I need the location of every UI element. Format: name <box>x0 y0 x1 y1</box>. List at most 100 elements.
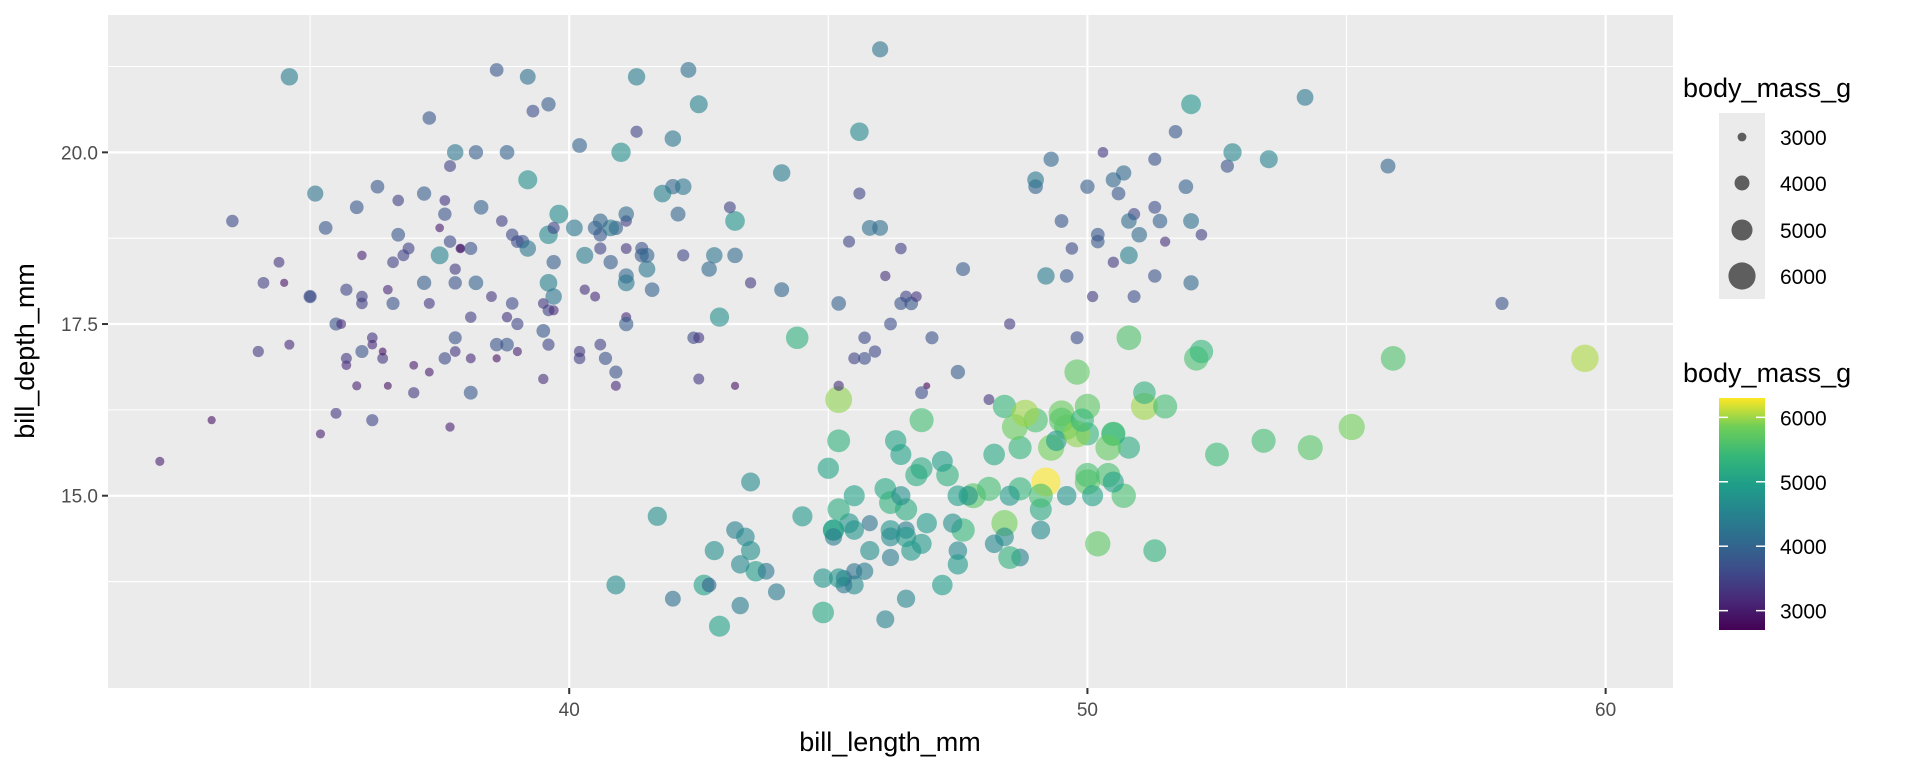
data-point <box>539 273 558 292</box>
data-point <box>592 213 608 229</box>
data-point <box>1091 234 1105 249</box>
data-point <box>627 68 646 86</box>
data-point <box>630 125 643 138</box>
data-point <box>1183 213 1199 229</box>
data-point <box>861 515 878 532</box>
data-point <box>1043 151 1059 167</box>
size-legend-label: 3000 <box>1780 127 1827 150</box>
size-legend-label: 5000 <box>1780 220 1827 243</box>
data-point <box>572 138 587 153</box>
data-point <box>689 95 708 114</box>
data-point <box>999 485 1020 506</box>
data-point <box>357 250 367 261</box>
grid-lines <box>108 15 1673 688</box>
data-point <box>349 200 364 215</box>
data-point <box>443 235 457 248</box>
data-point <box>1008 436 1032 460</box>
data-point <box>315 429 326 439</box>
data-point <box>701 577 717 593</box>
data-point <box>827 429 851 453</box>
data-point <box>1065 242 1079 255</box>
y-tick-label: 17.5 <box>61 315 98 336</box>
data-point <box>1131 226 1148 243</box>
data-point <box>546 255 561 270</box>
data-point <box>468 145 484 160</box>
data-point <box>828 568 849 588</box>
data-point <box>1121 213 1137 229</box>
data-point <box>1102 471 1124 493</box>
data-point <box>1195 228 1208 241</box>
data-point <box>1571 344 1599 373</box>
data-point <box>303 289 317 304</box>
data-point <box>858 331 871 345</box>
data-point <box>1011 399 1039 427</box>
data-point <box>355 344 369 359</box>
data-point <box>1159 236 1171 247</box>
data-point <box>1111 186 1126 201</box>
data-point <box>155 456 165 466</box>
data-point <box>536 324 551 338</box>
data-point <box>449 263 461 275</box>
data-point <box>456 244 465 253</box>
data-point <box>1028 483 1053 508</box>
data-point <box>932 574 953 596</box>
data-point <box>566 219 583 237</box>
data-point <box>448 331 462 345</box>
data-point <box>383 381 392 390</box>
data-point <box>1251 428 1276 453</box>
data-point <box>512 346 522 357</box>
size-legend-label: 6000 <box>1780 266 1827 289</box>
data-point <box>992 394 1017 419</box>
color-legend-label: 5000 <box>1780 472 1827 495</box>
data-point <box>1143 539 1167 563</box>
data-point <box>438 207 452 221</box>
data-point <box>915 386 928 400</box>
data-point <box>850 122 869 142</box>
data-point <box>1085 531 1111 557</box>
data-point <box>620 243 632 254</box>
data-point <box>378 347 387 356</box>
data-point <box>853 187 866 200</box>
data-point <box>226 214 239 228</box>
data-point <box>606 575 626 595</box>
data-point <box>257 276 270 289</box>
data-point <box>548 305 559 316</box>
data-point <box>489 337 504 352</box>
data-point <box>868 345 882 358</box>
data-point <box>423 297 435 309</box>
data-point <box>1153 394 1178 419</box>
data-point <box>825 386 853 414</box>
data-point <box>1046 430 1067 452</box>
data-point <box>706 247 723 264</box>
data-point <box>422 111 437 125</box>
data-point <box>448 276 462 290</box>
data-point <box>843 235 856 248</box>
data-point <box>541 97 556 112</box>
data-point <box>1004 318 1016 330</box>
data-point <box>207 416 216 425</box>
data-point <box>610 380 621 391</box>
data-point <box>397 249 410 262</box>
data-point <box>465 311 477 323</box>
data-point <box>860 541 880 561</box>
data-point <box>1037 267 1055 285</box>
data-point <box>1082 485 1104 507</box>
data-point <box>947 485 969 507</box>
data-point <box>824 528 843 546</box>
x-axis-title: bill_length_mm <box>799 727 981 757</box>
data-point <box>273 256 285 268</box>
data-point <box>430 246 449 265</box>
data-point <box>956 262 971 277</box>
data-point <box>664 590 681 607</box>
data-point <box>881 527 900 547</box>
data-point <box>1297 435 1323 461</box>
data-point <box>741 472 761 492</box>
data-point <box>1380 346 1406 371</box>
data-point <box>1080 179 1095 194</box>
data-point <box>496 215 508 227</box>
data-point <box>895 242 907 255</box>
data-point <box>1107 256 1119 268</box>
color-bar <box>1719 398 1765 630</box>
data-point <box>603 255 618 270</box>
data-point <box>647 506 667 526</box>
